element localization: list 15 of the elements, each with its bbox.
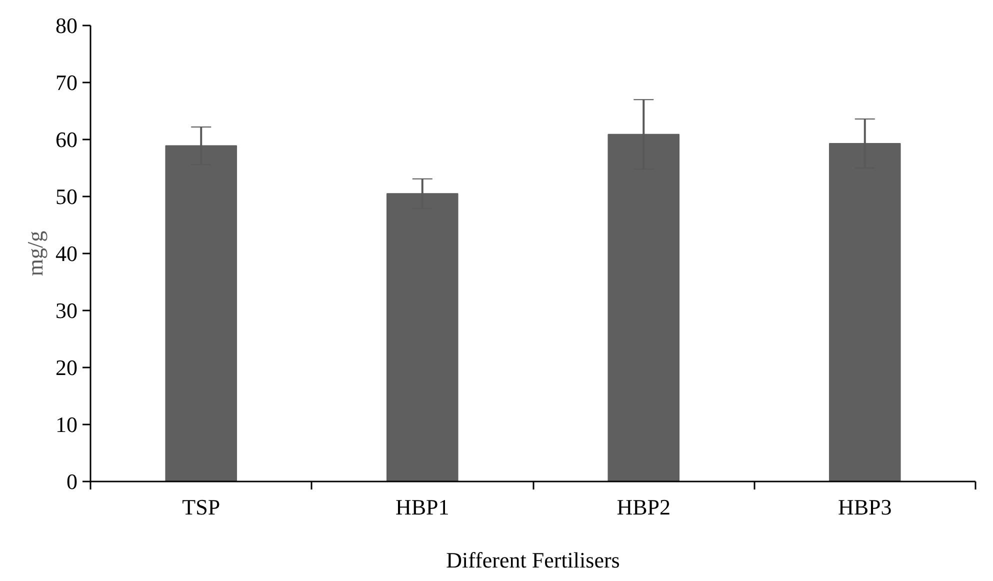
y-tick-label: 80 [56, 13, 78, 38]
y-tick-label: 30 [56, 298, 78, 323]
x-tick-label: HBP1 [395, 494, 450, 520]
y-tick-label: 70 [56, 70, 78, 95]
x-axis-title: Different Fertilisers [446, 548, 620, 572]
y-tick-label: 20 [56, 355, 78, 380]
y-tick-label: 50 [56, 184, 78, 209]
y-tick-label: 40 [56, 241, 78, 266]
x-tick-label: HBP2 [616, 494, 671, 520]
x-tick-label: TSP [182, 494, 220, 520]
x-tick-label: HBP3 [838, 494, 892, 520]
y-axis-title: mg/g [22, 230, 48, 276]
y-tick-label: 60 [56, 127, 78, 152]
y-tick-label: 0 [66, 469, 78, 494]
y-tick-label: 10 [56, 412, 78, 437]
